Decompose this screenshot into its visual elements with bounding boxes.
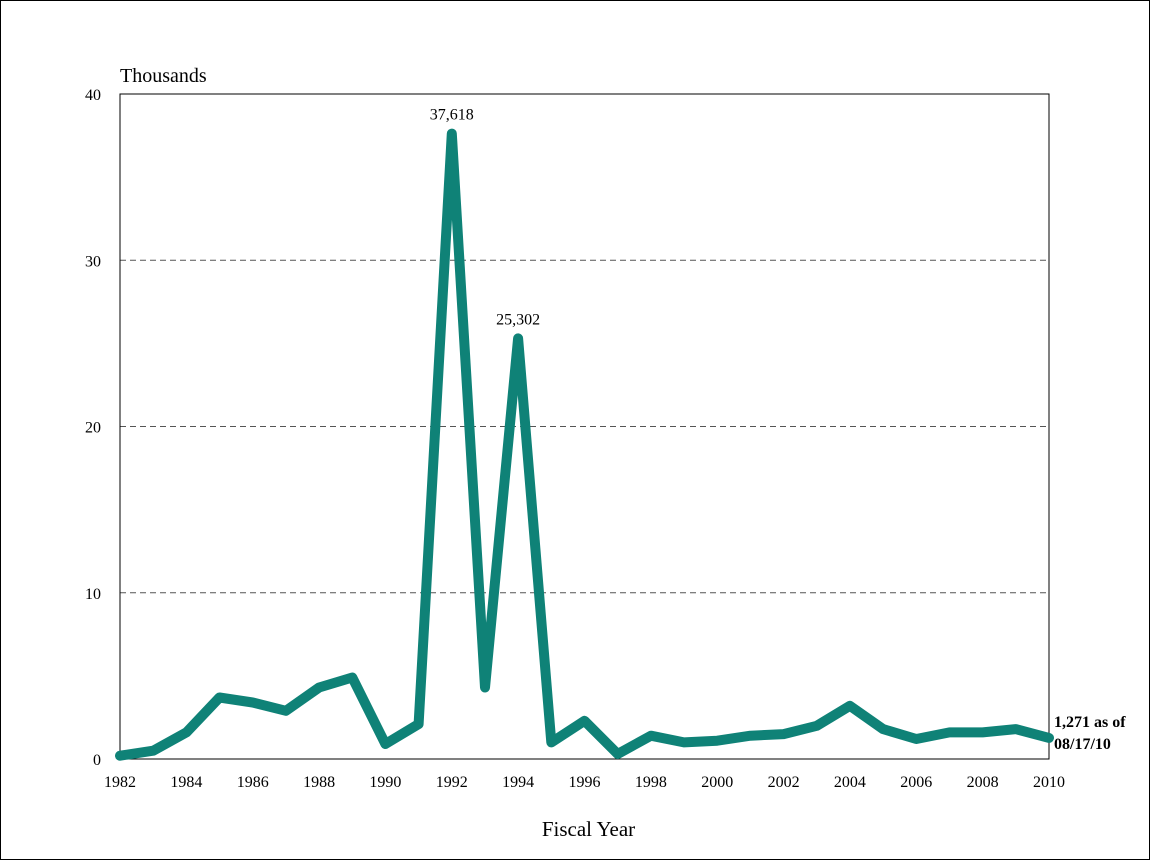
x-tick-label: 1996 (569, 774, 601, 791)
x-tick-label: 1994 (502, 774, 534, 791)
y-tick-label: 10 (85, 586, 101, 603)
x-tick-label: 2002 (768, 774, 800, 791)
x-tick-label: 1984 (170, 774, 202, 791)
x-tick-label: 1988 (303, 774, 335, 791)
x-tick-label: 2008 (967, 774, 999, 791)
x-tick-label: 1982 (104, 774, 136, 791)
y-tick-label: 40 (85, 87, 101, 104)
x-tick-label: 2000 (701, 774, 733, 791)
data-label: 37,618 (430, 107, 474, 124)
plot-area-border (119, 93, 1050, 760)
x-axis-ticks: 1982 1984 1986 1988 1990 1992 1994 1996 1998 2000… (104, 774, 1065, 791)
x-tick-label: 2004 (834, 774, 866, 791)
end-value-label: 1,271 as of 08/17/10 (1054, 714, 1130, 753)
y-axis-label: Thousands (120, 65, 207, 87)
end-value-label-line-2: 08/17/10 (1054, 736, 1111, 753)
x-tick-label: 1990 (369, 774, 401, 791)
y-tick-label: 30 (85, 253, 101, 270)
x-tick-label: 1998 (635, 774, 667, 791)
data-annotations: 37,618 25,302 (430, 107, 540, 329)
end-value-label-line-1: 1,271 as of (1054, 714, 1126, 731)
y-tick-label: 0 (93, 752, 101, 769)
y-tick-label: 20 (85, 420, 101, 437)
x-tick-label: 2010 (1033, 774, 1065, 791)
y-axis-ticks: 0 10 20 30 40 (85, 87, 101, 769)
data-label: 25,302 (496, 311, 540, 328)
x-axis-label: Fiscal Year (542, 817, 635, 841)
x-tick-label: 2006 (900, 774, 932, 791)
series-line (115, 128, 1054, 761)
x-tick-label: 1986 (237, 774, 269, 791)
x-tick-label: 1992 (436, 774, 468, 791)
gridlines (120, 259, 1049, 594)
